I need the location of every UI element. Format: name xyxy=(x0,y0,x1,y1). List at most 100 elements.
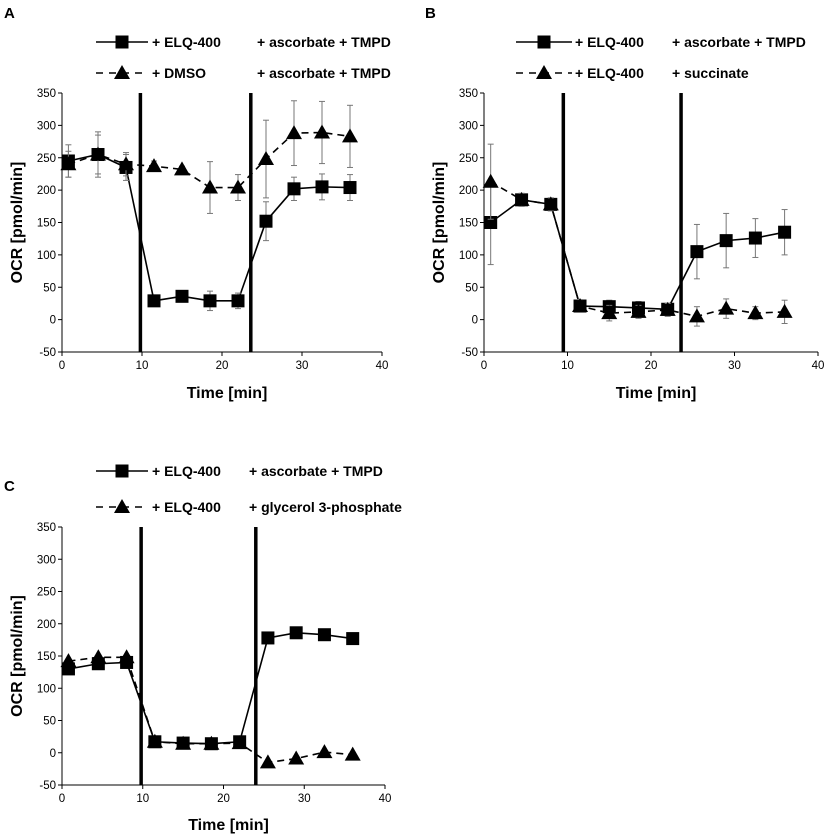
x-tick-label: 0 xyxy=(59,793,65,805)
legend-marker xyxy=(115,35,129,49)
data-point xyxy=(342,128,358,143)
legend-label-treatment: + ELQ-400 xyxy=(152,463,221,479)
data-point xyxy=(175,289,189,303)
series-solid-squares xyxy=(61,131,357,312)
data-point xyxy=(747,305,764,320)
y-axis-title: OCR [pmol/min] xyxy=(431,162,448,284)
series-solid-squares xyxy=(484,179,792,316)
data-point xyxy=(146,158,162,173)
legend-marker xyxy=(114,499,130,513)
data-point xyxy=(346,632,360,646)
data-point xyxy=(287,182,301,196)
data-point xyxy=(513,191,530,206)
x-tick-label: 40 xyxy=(376,360,389,372)
data-point xyxy=(203,294,217,308)
data-point xyxy=(261,631,275,645)
x-tick-label: 10 xyxy=(136,360,149,372)
data-point xyxy=(659,301,676,316)
y-tick-label: 150 xyxy=(459,218,478,230)
data-point xyxy=(147,294,161,308)
y-tick-label: 350 xyxy=(459,88,478,100)
y-tick-label: 50 xyxy=(43,282,56,294)
data-point xyxy=(748,231,762,245)
x-tick-label: 20 xyxy=(216,360,229,372)
data-point xyxy=(118,156,134,171)
y-tick-label: -50 xyxy=(39,347,56,359)
data-point xyxy=(484,216,498,229)
legend-entry: + ELQ-400 + ascorbate + TMPD xyxy=(96,463,383,479)
data-point xyxy=(289,626,303,640)
data-point xyxy=(572,298,589,313)
data-point xyxy=(718,300,735,315)
data-point xyxy=(259,214,273,228)
data-point xyxy=(258,151,274,166)
y-tick-label: -50 xyxy=(39,780,56,792)
series-line xyxy=(68,631,353,745)
series-line xyxy=(68,153,351,302)
y-tick-label: -50 xyxy=(461,347,478,359)
panel-letter: B xyxy=(425,5,436,22)
y-tick-label: 250 xyxy=(459,153,478,165)
y-tick-label: 150 xyxy=(37,218,56,230)
data-point xyxy=(482,173,499,188)
series-dashed-triangles xyxy=(60,100,358,214)
data-point xyxy=(688,308,705,323)
y-tick-label: 100 xyxy=(37,683,56,695)
x-tick-label: 40 xyxy=(379,793,392,805)
data-point xyxy=(231,735,248,750)
y-tick-label: 200 xyxy=(37,185,56,197)
legend-marker xyxy=(536,65,552,79)
y-tick-label: 300 xyxy=(37,120,56,132)
series-line xyxy=(490,181,785,318)
y-tick-label: 0 xyxy=(50,315,56,327)
data-point xyxy=(343,181,357,195)
series-solid-squares xyxy=(61,626,360,751)
x-tick-label: 30 xyxy=(298,793,311,805)
x-axis-title: Time [min] xyxy=(616,385,697,402)
y-tick-label: 150 xyxy=(37,651,56,663)
data-point xyxy=(231,294,245,308)
data-point xyxy=(90,146,106,161)
y-tick-label: 350 xyxy=(37,88,56,100)
y-tick-label: 200 xyxy=(459,185,478,197)
series-dashed-triangles xyxy=(482,143,793,327)
legend-label-treatment: + ELQ-400 xyxy=(575,65,644,81)
data-point xyxy=(60,156,77,171)
y-tick-label: 300 xyxy=(459,120,478,132)
data-point xyxy=(778,225,792,239)
y-tick-label: 50 xyxy=(465,282,478,294)
data-point xyxy=(286,125,302,140)
x-tick-label: 40 xyxy=(812,360,825,372)
panel-letter: C xyxy=(4,478,15,495)
y-tick-label: 50 xyxy=(43,716,56,728)
data-point xyxy=(776,303,793,318)
data-point xyxy=(630,303,647,318)
panel-letter: A xyxy=(4,5,15,22)
legend-label-substrate: + ascorbate + TMPD xyxy=(672,34,806,50)
y-tick-label: 350 xyxy=(37,522,56,534)
data-point xyxy=(60,653,77,668)
legend-label-treatment: + ELQ-400 xyxy=(575,34,644,50)
x-tick-label: 20 xyxy=(645,360,658,372)
y-tick-label: 0 xyxy=(472,315,478,327)
legend-label-treatment: + ELQ-400 xyxy=(152,34,221,50)
data-point xyxy=(690,245,704,259)
y-axis-title: OCR [pmol/min] xyxy=(9,162,26,284)
legend-label-substrate: + succinate xyxy=(672,65,749,81)
y-tick-label: 200 xyxy=(37,619,56,631)
x-tick-label: 30 xyxy=(296,360,309,372)
legend-label-substrate: + ascorbate + TMPD xyxy=(257,65,391,81)
x-tick-label: 0 xyxy=(481,360,487,372)
legend-entry: + ELQ-400 + ascorbate + TMPD xyxy=(516,34,806,50)
series-dashed-triangles xyxy=(60,649,361,769)
legend-label-treatment: + DMSO xyxy=(152,65,206,81)
legend-marker xyxy=(114,65,130,79)
y-axis-title: OCR [pmol/min] xyxy=(9,595,26,717)
data-point xyxy=(344,746,361,761)
y-tick-label: 100 xyxy=(459,250,478,262)
x-axis-title: Time [min] xyxy=(188,817,269,834)
legend-label-treatment: + ELQ-400 xyxy=(152,499,221,515)
y-tick-label: 0 xyxy=(50,748,56,760)
data-point xyxy=(175,735,192,750)
